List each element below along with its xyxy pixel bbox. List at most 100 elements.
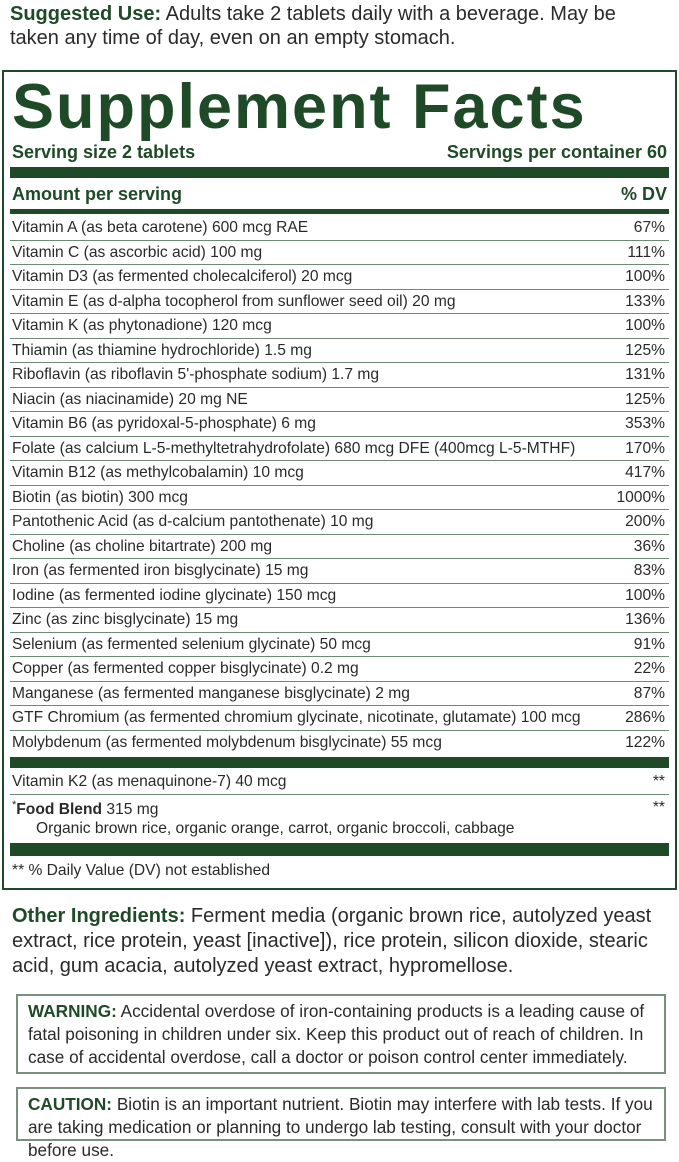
suggested-use: Suggested Use: Adults take 2 tablets dai…	[10, 2, 670, 50]
nutrient: Copper (as fermented copper bisglycinate…	[12, 660, 359, 677]
dv: 111%	[627, 243, 665, 261]
other-ingredients: Other Ingredients: Ferment media (organi…	[12, 904, 672, 979]
dv: 125%	[625, 390, 665, 408]
label: CAUTION:	[28, 1094, 113, 1114]
nutrient: Folate (as calcium L-5-methyltetrahydrof…	[12, 439, 576, 457]
nutrient-row: Vitamin A (as beta carotene) 600 mcg RAE…	[10, 216, 669, 241]
dv-header: % DV	[620, 184, 667, 204]
dv: 22%	[633, 660, 665, 677]
serving-line: Serving size 2 tablets Servings per conta…	[12, 142, 667, 163]
nutrient: Vitamin K2 (as menaquinone-7) 40 mcg	[12, 773, 287, 790]
dv: 122%	[625, 733, 665, 751]
nutrient-row: Vitamin B12 (as methylcobalamin) 10 mcg 4…	[10, 461, 669, 486]
dv: **	[652, 798, 665, 816]
caution: CAUTION: Biotin is an important nutrient…	[16, 1087, 666, 1160]
nutrient: Thiamin (as thiamine hydrochloride) 1.5 …	[12, 341, 312, 359]
dv: 67%	[633, 219, 665, 236]
nutrient: Choline (as choline bitartrate) 200 mg	[12, 537, 273, 555]
nutrient: Vitamin A (as beta carotene) 600 mcg RAE	[12, 219, 309, 236]
dv: 83%	[633, 562, 665, 579]
nutrient-row: Selenium (as fermented selenium glycinat…	[10, 633, 669, 657]
nutrient: Pantothenic Acid (as d-calcium pantothen…	[12, 513, 374, 530]
nutrient-row: Iodine (as fermented iodine glycinate) 1…	[10, 584, 669, 608]
supplement-facts: Supplement Facts Serving size 2 tablets S…	[2, 70, 677, 890]
serving-size: Serving size 2 tablets	[12, 142, 196, 162]
mark: *	[12, 798, 17, 811]
label: Suggested Use:	[10, 3, 162, 25]
nutrient-row: Vitamin K (as phytonadione) 120 mcg 100%	[10, 314, 669, 339]
nutrient: Selenium (as fermented selenium glycinat…	[12, 635, 371, 653]
nutrient: Vitamin C (as ascorbic acid) 100 mg	[12, 243, 263, 261]
dv: 87%	[633, 684, 665, 702]
nutrient-row: Manganese (as fermented manganese bisgly…	[10, 682, 669, 706]
divider	[10, 842, 669, 856]
dv: 353%	[625, 415, 665, 432]
warning: WARNING: Accidental overdose of iron-con…	[16, 994, 666, 1074]
nutrient: Zinc (as zinc bisglycinate) 15 mg	[12, 611, 239, 628]
divider	[10, 167, 669, 178]
nutrient-row: Zinc (as zinc bisglycinate) 15 mg 136%	[10, 608, 669, 633]
nutrient-row: Iron (as fermented iron bisglycinate) 15…	[10, 559, 669, 584]
food-blend: *Food Blend 315 mg ** Organic brown rice,…	[10, 795, 669, 839]
divider	[10, 757, 669, 768]
name: Food Blend	[16, 800, 103, 818]
footnote: ** % Daily Value (DV) not established	[12, 861, 270, 879]
dv: 417%	[625, 464, 665, 481]
nutrient-row: Pantothenic Acid (as d-calcium pantothen…	[10, 510, 669, 535]
header-row: Amount per serving % DV	[12, 184, 667, 205]
text: Biotin is an important nutrient. Biotin …	[28, 1094, 653, 1160]
facts-title: Supplement Facts	[12, 72, 587, 142]
amount: 315 mg	[106, 800, 159, 818]
dv: 136%	[625, 611, 665, 628]
nutrient: Manganese (as fermented manganese bisgly…	[12, 684, 410, 702]
dv: 133%	[625, 292, 665, 310]
nutrient-row: Vitamin E (as d-alpha tocopherol from su…	[10, 290, 669, 314]
dv: 100%	[625, 586, 665, 604]
nutrient-row: Molybdenum (as fermented molybdenum bisg…	[10, 731, 669, 756]
nutrient-row: Biotin (as biotin) 300 mcg 1000%	[10, 486, 669, 510]
servings-per-container: Servings per container 60	[446, 142, 667, 162]
nutrient-row: Vitamin B6 (as pyridoxal-5-phosphate) 6 …	[10, 412, 669, 437]
nutrient-row: Folate (as calcium L-5-methyltetrahydrof…	[10, 437, 669, 461]
nutrient: Vitamin B12 (as methylcobalamin) 10 mcg	[12, 464, 304, 481]
dv: 36%	[633, 537, 665, 555]
nutrient: Vitamin D3 (as fermented cholecalciferol…	[12, 268, 353, 285]
nutrient: Biotin (as biotin) 300 mcg	[12, 488, 188, 506]
dv: 100%	[625, 268, 665, 285]
nutrient: Vitamin E (as d-alpha tocopherol from su…	[12, 292, 456, 310]
nutrient: Vitamin B6 (as pyridoxal-5-phosphate) 6 …	[12, 415, 316, 432]
nutrient-row: Riboflavin (as riboflavin 5'-phosphate s…	[10, 363, 669, 388]
amount-header: Amount per serving	[12, 184, 183, 204]
ingredients: Organic brown rice, organic orange, carr…	[36, 819, 515, 837]
dv: **	[652, 773, 665, 790]
nutrient-row: Vitamin C (as ascorbic acid) 100 mg 111%	[10, 241, 669, 265]
nutrient: Iodine (as fermented iodine glycinate) 1…	[12, 586, 337, 604]
nutrient-row: Choline (as choline bitartrate) 200 mg 36…	[10, 535, 669, 559]
nutrient-row: Thiamin (as thiamine hydrochloride) 1.5 …	[10, 339, 669, 363]
label: WARNING:	[28, 1001, 117, 1021]
text: Accidental overdose of iron-containing p…	[28, 1001, 645, 1067]
nutrient-row: Copper (as fermented copper bisglycinate…	[10, 657, 669, 682]
extra-row: Vitamin K2 (as menaquinone-7) 40 mcg **	[10, 770, 669, 795]
dv: 125%	[625, 341, 665, 359]
dv: 170%	[625, 439, 665, 457]
dv: 200%	[625, 513, 665, 530]
text: Ferment media (organic brown rice, autol…	[12, 905, 652, 977]
dv: 286%	[625, 709, 665, 726]
text: Adults take 2 tablets daily with a bever…	[10, 3, 616, 49]
nutrient-rows: Vitamin A (as beta carotene) 600 mcg RAE…	[4, 216, 675, 755]
nutrient: GTF Chromium (as fermented chromium glyc…	[12, 709, 581, 726]
dv: 1000%	[616, 488, 665, 506]
dv: 91%	[633, 635, 665, 653]
nutrient-row: Vitamin D3 (as fermented cholecalciferol…	[10, 265, 669, 290]
nutrient: Vitamin K (as phytonadione) 120 mcg	[12, 317, 272, 334]
divider	[10, 209, 669, 214]
nutrient: Molybdenum (as fermented molybdenum bisg…	[12, 733, 442, 751]
nutrient: Riboflavin (as riboflavin 5'-phosphate s…	[12, 366, 380, 383]
dv: 100%	[625, 317, 665, 334]
nutrient: Iron (as fermented iron bisglycinate) 15…	[12, 562, 309, 579]
nutrient-row: Niacin (as niacinamide) 20 mg NE 125%	[10, 388, 669, 412]
label: Other Ingredients:	[12, 905, 186, 927]
nutrient: Niacin (as niacinamide) 20 mg NE	[12, 390, 248, 408]
